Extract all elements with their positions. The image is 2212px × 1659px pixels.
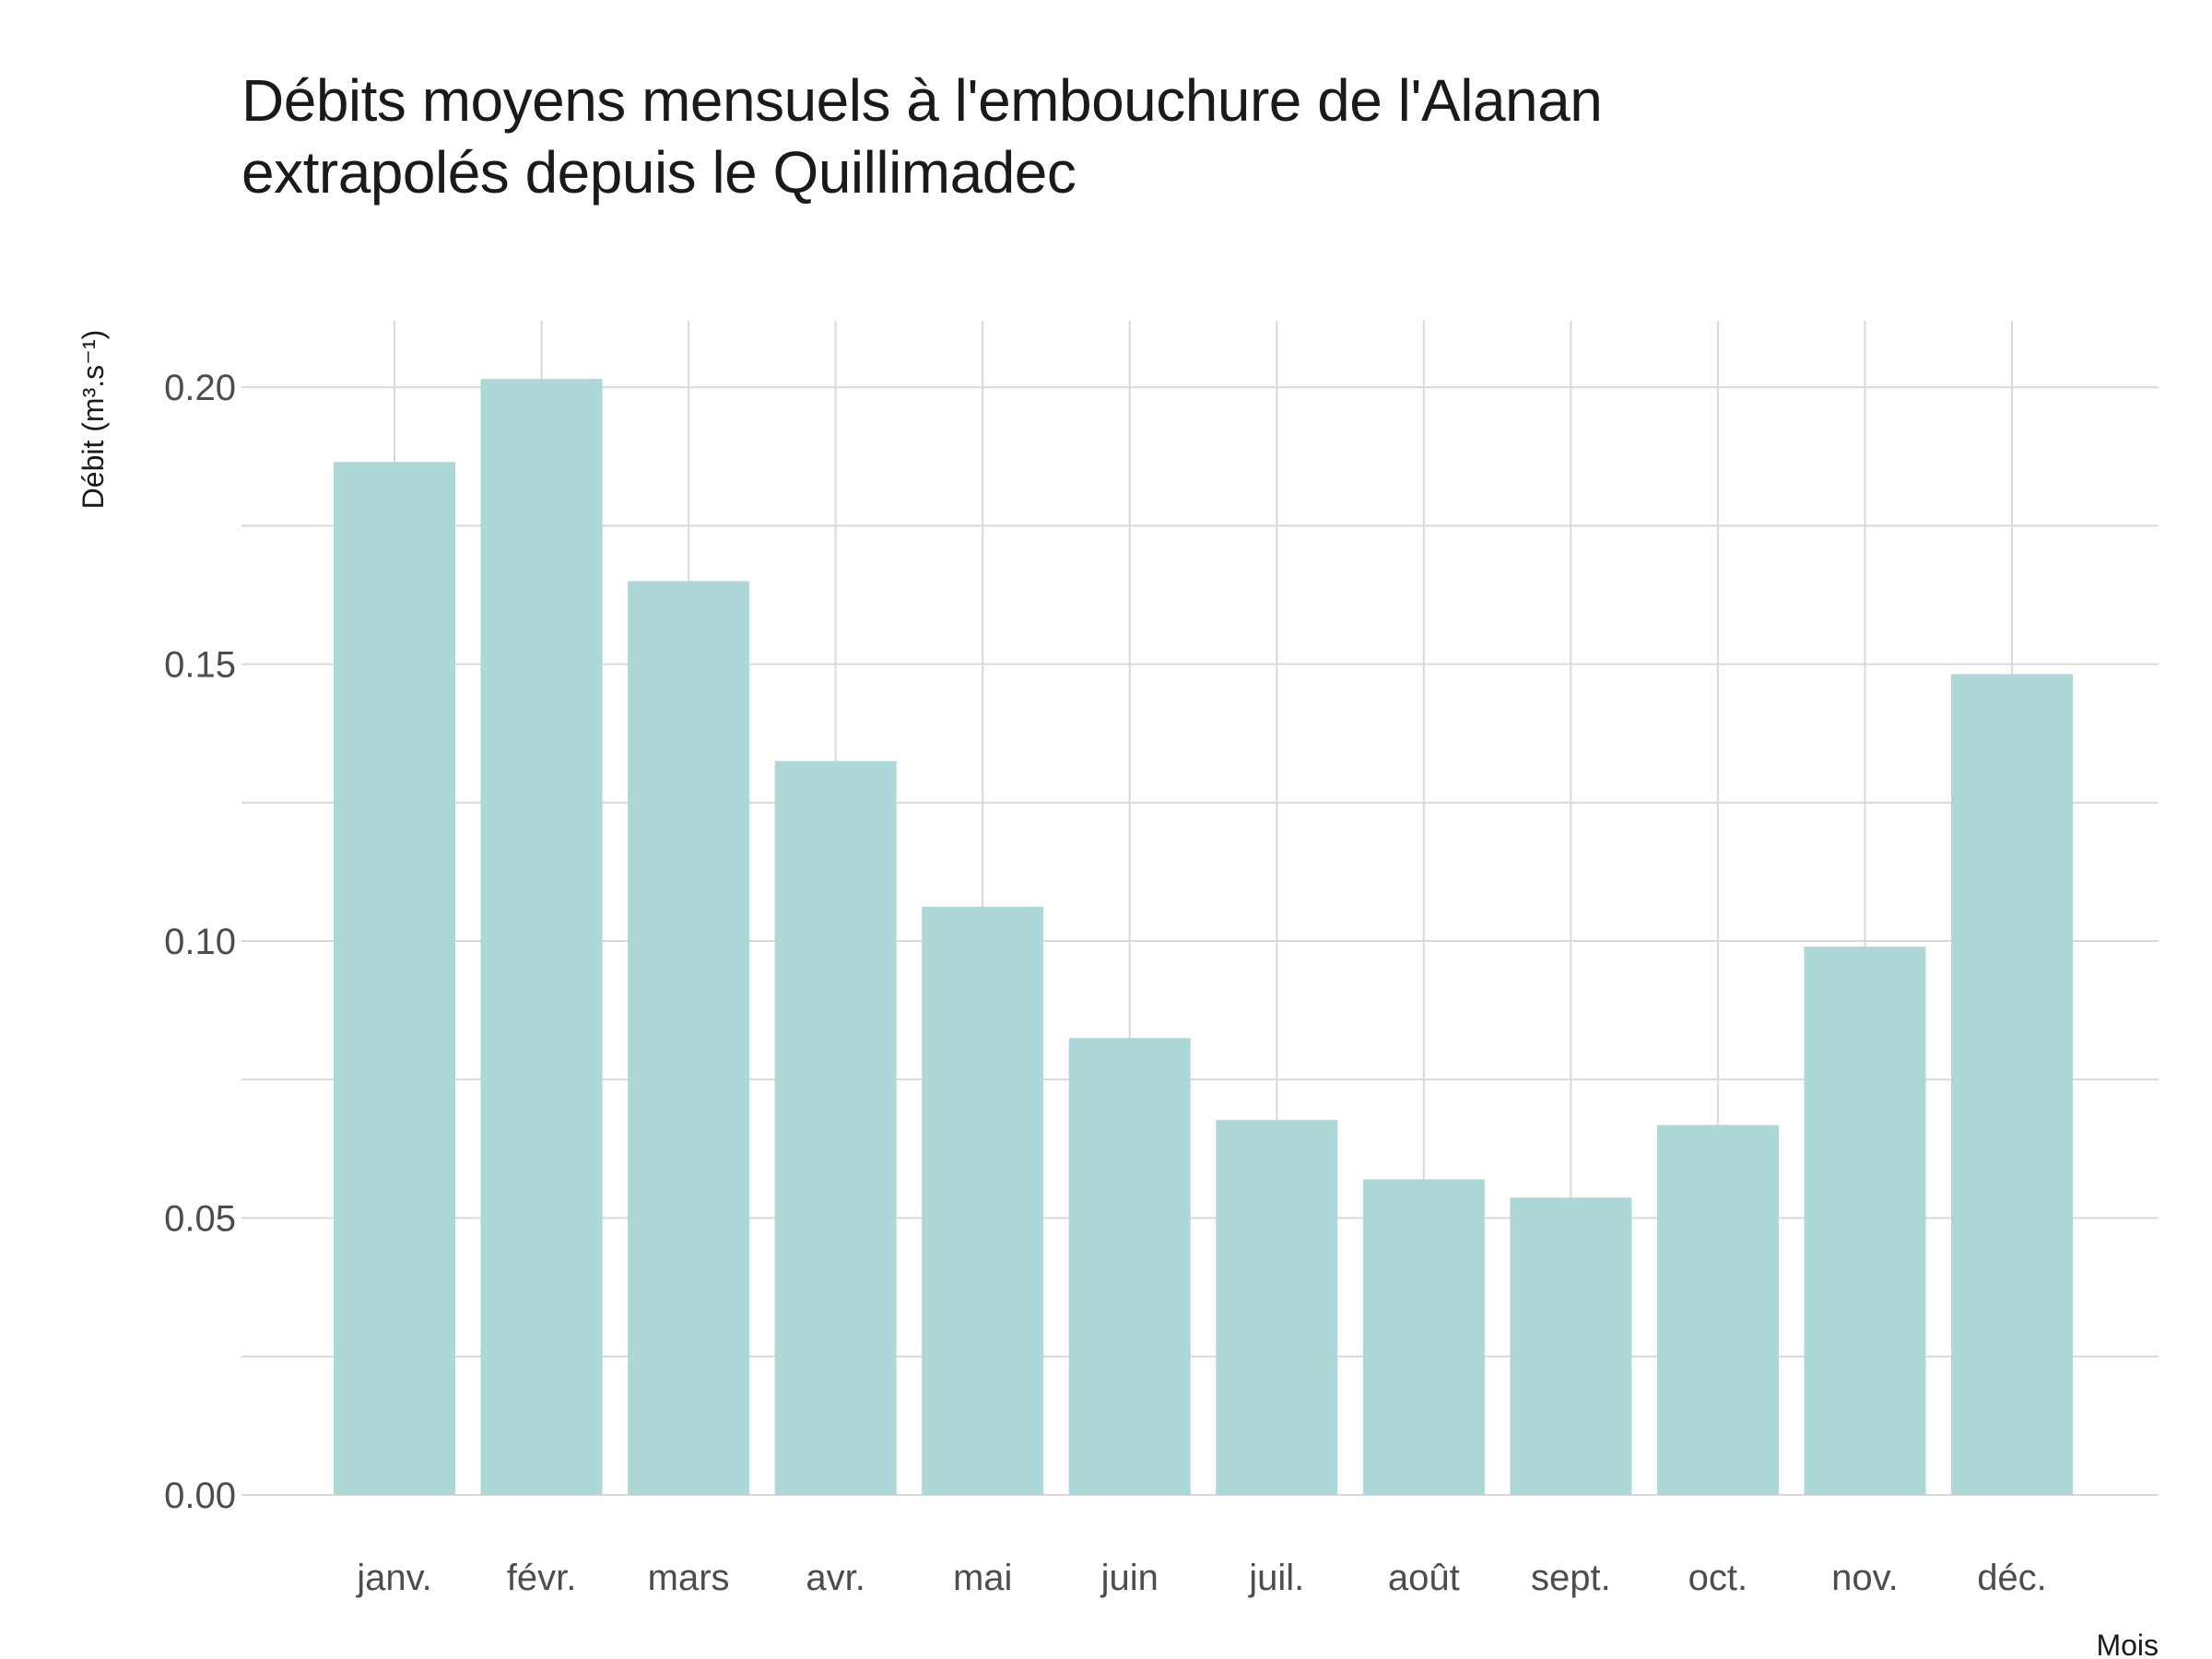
bar-mars xyxy=(628,581,750,1495)
bar-sept. xyxy=(1510,1197,1632,1495)
x-tick-label: nov. xyxy=(1831,1558,1899,1598)
y-tick-label: 0.00 xyxy=(164,1476,236,1516)
y-tick-label: 0.20 xyxy=(164,368,236,408)
x-tick-label: oct. xyxy=(1688,1558,1747,1598)
x-tick-label: juil. xyxy=(1248,1558,1304,1598)
x-tick-label: févr. xyxy=(507,1558,577,1598)
y-axis-title: Débit (m³.s⁻¹) xyxy=(76,330,110,510)
chart-title-line-1: Débits moyens mensuels à l'embouchure de… xyxy=(241,67,1603,134)
chart-title-line-2: extrapolés depuis le Quillimadec xyxy=(241,139,1077,206)
y-tick-label: 0.05 xyxy=(164,1199,236,1240)
x-axis-title: Mois xyxy=(2096,1629,2159,1659)
axis-labels: 0.00 0.05 0.10 0.15 0.20 janv. févr. mars avr. ma… xyxy=(164,368,2047,1598)
x-tick-label: déc. xyxy=(1977,1558,2047,1598)
bar-janv. xyxy=(334,462,455,1495)
bar-nov. xyxy=(1804,947,1926,1495)
x-tick-label: janv. xyxy=(356,1558,432,1598)
bar-févr. xyxy=(480,379,603,1495)
bar-avr. xyxy=(774,760,897,1495)
y-tick-label: 0.15 xyxy=(164,645,236,686)
x-tick-label: août xyxy=(1388,1558,1460,1598)
x-tick-label: mars xyxy=(648,1558,730,1598)
bar-août xyxy=(1362,1179,1485,1495)
x-tick-label: avr. xyxy=(806,1558,865,1598)
y-tick-label: 0.10 xyxy=(164,922,236,962)
bar-déc. xyxy=(1951,674,2073,1495)
x-tick-label: sept. xyxy=(1531,1558,1611,1598)
bar-juin xyxy=(1068,1038,1191,1495)
x-tick-label: juin xyxy=(1100,1558,1159,1598)
bar-mai xyxy=(922,906,1044,1495)
x-tick-label: mai xyxy=(953,1558,1012,1598)
bar-juil. xyxy=(1216,1120,1338,1495)
bar-oct. xyxy=(1656,1124,1779,1495)
bars xyxy=(334,379,2073,1495)
